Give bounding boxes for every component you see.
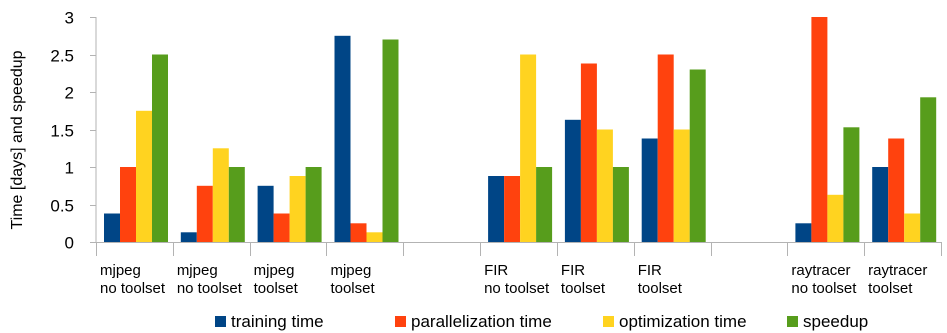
x-category-label: toolset (561, 280, 606, 297)
x-category-label: mjpeg (177, 262, 218, 279)
x-category-label: no toolset (100, 280, 166, 297)
bar-speedup (843, 127, 860, 243)
x-category-label: mjpeg (330, 262, 371, 279)
bar-speedup (536, 167, 553, 242)
bar-training-time (872, 167, 889, 242)
y-tick-label: 1 (65, 159, 74, 178)
x-category-label: raytracer (868, 262, 927, 279)
x-category-label: FIR (484, 262, 508, 279)
bar-parallelization-time (811, 17, 828, 242)
bar-parallelization-time (580, 63, 597, 242)
x-category-label: no toolset (484, 280, 550, 297)
legend-swatch (215, 316, 226, 327)
legend-swatch (395, 316, 406, 327)
legend-label: training time (231, 312, 324, 331)
bar-parallelization-time (120, 167, 136, 242)
y-tick-label: 2.5 (50, 47, 74, 66)
bar-speedup (228, 167, 245, 242)
bar-training-time (488, 176, 505, 242)
bar-training-time (564, 119, 581, 243)
bar-speedup (612, 167, 629, 242)
x-category-label: no toolset (791, 280, 857, 297)
bar-optimization-time (366, 232, 383, 243)
x-category-label: toolset (330, 280, 375, 297)
x-category-label: toolset (254, 280, 299, 297)
bar-parallelization-time (888, 138, 905, 242)
bar-training-time (180, 232, 197, 243)
y-tick-label: 2 (65, 84, 74, 103)
bar-training-time (104, 213, 120, 242)
bar-optimization-time (904, 213, 921, 242)
legend-label: speedup (803, 312, 868, 331)
y-axis-title: Time [days] and speedup (9, 50, 26, 229)
bar-optimization-time (596, 129, 613, 242)
bar-optimization-time (520, 54, 537, 242)
bar-training-time (795, 223, 812, 243)
bar-parallelization-time (196, 185, 213, 243)
bar-parallelization-time (657, 54, 674, 242)
axes-group (90, 17, 942, 256)
x-category-label: toolset (868, 280, 913, 297)
x-category-label: no toolset (177, 280, 243, 297)
y-tick-label: 0 (65, 234, 74, 253)
x-category-label: FIR (638, 262, 662, 279)
bar-parallelization-time (504, 176, 521, 242)
bar-parallelization-time (350, 223, 367, 243)
bar-speedup (152, 54, 168, 242)
legend-label: parallelization time (411, 312, 552, 331)
bar-speedup (920, 97, 937, 243)
bar-speedup (305, 167, 322, 242)
bar-parallelization-time (273, 213, 290, 242)
y-ticks-group: 0 0.5 1 1.5 2 2.5 3 (50, 9, 96, 253)
legend: training time parallelization time optimiz… (215, 312, 868, 331)
legend-swatch (603, 316, 614, 327)
x-category-label: mjpeg (100, 262, 141, 279)
bar-speedup (382, 39, 399, 242)
bar-training-time (257, 185, 274, 243)
bar-training-time (334, 35, 351, 243)
bar-optimization-time (673, 129, 690, 242)
bars-group (104, 17, 937, 243)
x-category-label: raytracer (791, 262, 850, 279)
x-category-label: FIR (561, 262, 585, 279)
bar-optimization-time (136, 110, 152, 243)
y-tick-label: 1.5 (50, 122, 74, 141)
legend-label: optimization time (619, 312, 747, 331)
bar-speedup (689, 69, 706, 242)
y-tick-label: 0.5 (50, 197, 74, 216)
bar-optimization-time (289, 176, 306, 242)
x-category-label: mjpeg (254, 262, 295, 279)
bar-optimization-time (212, 148, 229, 243)
x-category-label: toolset (638, 280, 683, 297)
y-tick-label: 3 (65, 9, 74, 28)
bar-training-time (641, 138, 658, 242)
bar-optimization-time (827, 194, 844, 243)
legend-swatch (787, 316, 798, 327)
